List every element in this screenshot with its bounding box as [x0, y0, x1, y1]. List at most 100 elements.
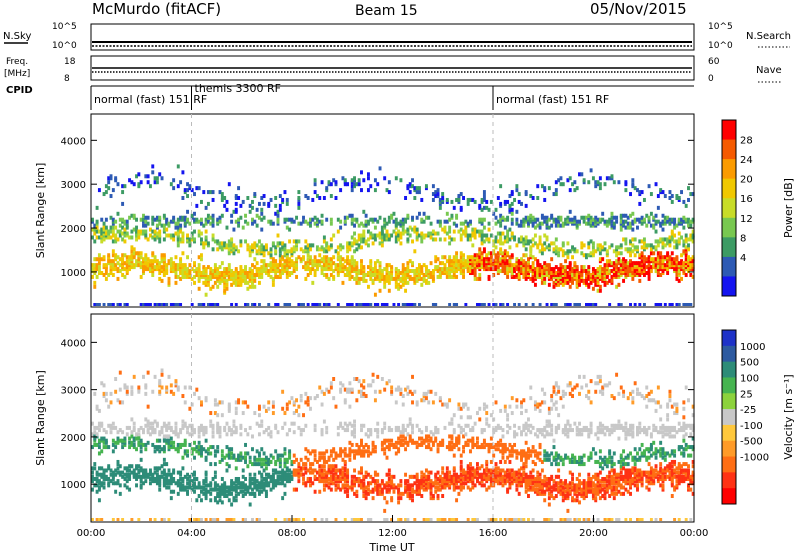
data-cell: [649, 211, 653, 216]
data-cell: [366, 219, 370, 224]
data-cell: [341, 257, 345, 262]
data-cell: [492, 272, 496, 277]
data-cell: [522, 241, 526, 246]
data-cell: [343, 428, 347, 433]
data-cell: [97, 261, 101, 266]
data-cell: [104, 430, 108, 435]
data-cell: [181, 466, 185, 471]
data-cell: [102, 438, 106, 443]
data-cell: [673, 225, 677, 230]
data-cell: [290, 217, 294, 222]
data-cell: [97, 485, 101, 490]
data-cell: [299, 457, 303, 462]
data-cell: [364, 442, 368, 447]
data-cell: [151, 235, 155, 240]
data-cell: [255, 449, 259, 454]
data-cell: [675, 263, 679, 268]
data-cell: [318, 468, 322, 473]
data-cell: [111, 518, 115, 521]
data-cell: [383, 274, 387, 279]
data-cell: [619, 251, 623, 256]
data-cell: [636, 261, 639, 266]
data-cell: [399, 430, 403, 435]
colorbar-swatch: [722, 139, 736, 160]
data-cell: [97, 428, 101, 433]
data-cell: [269, 476, 273, 481]
data-cell: [327, 470, 331, 475]
data-cell: [406, 261, 410, 266]
data-cell: [325, 387, 329, 392]
data-cell: [313, 215, 317, 220]
data-cell: [350, 235, 354, 240]
data-cell: [510, 207, 514, 212]
data-cell: [114, 263, 118, 268]
data-cell: [364, 449, 368, 454]
data-cell: [329, 476, 333, 481]
data-cell: [355, 489, 359, 494]
data-cell: [239, 425, 243, 430]
data-cell: [244, 239, 247, 244]
data-cell: [406, 303, 410, 306]
data-cell: [188, 263, 192, 268]
data-cell: [144, 385, 148, 390]
data-cell: [659, 255, 663, 260]
data-cell: [176, 491, 180, 496]
data-cell: [190, 483, 194, 488]
data-cell: [411, 391, 414, 396]
data-cell: [274, 518, 278, 521]
data-cell: [179, 180, 183, 185]
data-cell: [144, 265, 148, 270]
data-cell: [568, 188, 572, 193]
data-cell: [515, 221, 519, 226]
data-cell: [176, 164, 180, 169]
data-cell: [151, 221, 155, 226]
data-cell: [404, 487, 408, 492]
data-cell: [394, 425, 398, 430]
data-cell: [146, 430, 150, 435]
data-cell: [197, 451, 201, 456]
data-cell: [387, 219, 391, 224]
data-cell: [334, 263, 338, 268]
data-cell: [276, 457, 280, 462]
data-cell: [645, 257, 649, 262]
data-cell: [380, 272, 384, 277]
data-cell: [179, 269, 183, 274]
data-cell: [188, 184, 192, 189]
data-cell: [104, 231, 108, 236]
data-cell: [169, 474, 173, 479]
data-cell: [659, 265, 663, 270]
data-cell: [146, 180, 150, 185]
data-cell: [253, 455, 257, 460]
data-cell: [573, 247, 577, 252]
data-cell: [399, 235, 403, 240]
data-cell: [218, 459, 222, 464]
data-cell: [615, 245, 619, 250]
cpid-segment-label: themis 3300 RF: [195, 82, 282, 95]
data-cell: [135, 225, 138, 230]
data-cell: [257, 303, 261, 306]
data-cell: [102, 474, 106, 479]
data-cell: [339, 487, 343, 492]
data-cell: [322, 487, 326, 492]
data-cell: [385, 263, 389, 268]
data-cell: [116, 398, 120, 403]
data-cell: [151, 272, 155, 277]
data-cell: [399, 483, 403, 488]
data-cell: [397, 483, 401, 488]
data-cell: [95, 434, 99, 439]
data-cell: [225, 432, 229, 437]
data-cell: [329, 474, 333, 479]
data-cell: [151, 265, 155, 270]
data-cell: [292, 468, 296, 473]
data-cell: [135, 472, 138, 477]
data-cell: [144, 229, 148, 234]
data-cell: [142, 430, 145, 435]
data-cell: [339, 259, 343, 264]
data-cell: [480, 251, 484, 256]
data-cell: [193, 428, 196, 433]
data-cell: [118, 491, 122, 496]
data-cell: [668, 195, 672, 200]
data-cell: [274, 468, 278, 473]
data-cell: [193, 280, 196, 285]
data-cell: [278, 457, 282, 462]
